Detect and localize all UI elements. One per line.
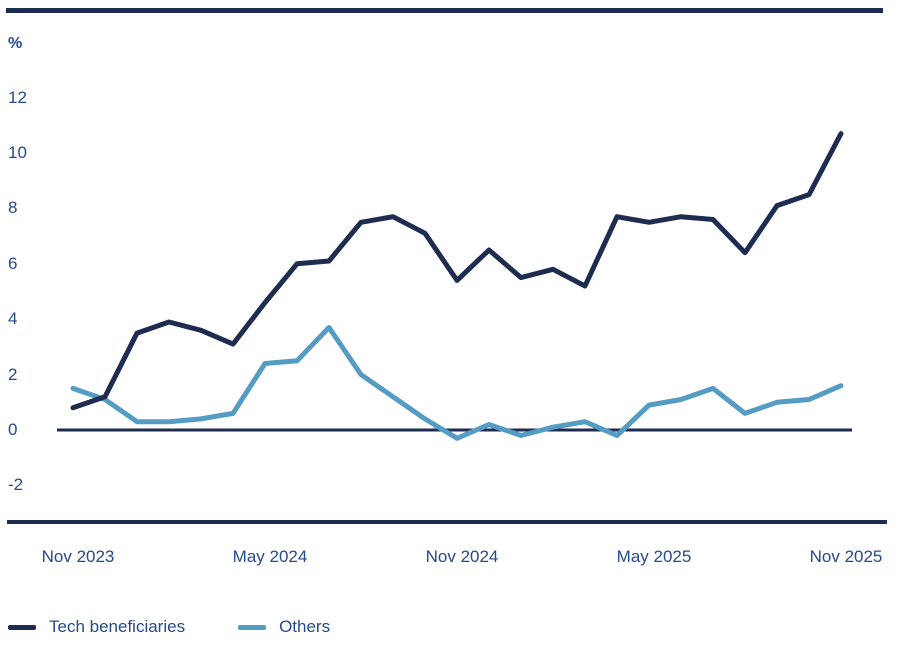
legend-label-tech-beneficiaries: Tech beneficiaries	[49, 617, 186, 636]
x-tick-label: May 2025	[616, 547, 692, 566]
y-tick-label: 8	[8, 198, 18, 218]
series-line-others	[70, 325, 844, 441]
top-border-rule	[6, 8, 883, 13]
y-tick-label: 0	[8, 420, 18, 439]
x-tick-label: May 2024	[232, 547, 308, 566]
y-axis-unit-label: %	[8, 35, 23, 52]
y-tick-label: 10	[8, 143, 27, 162]
legend: Tech beneficiaries Others	[8, 617, 330, 637]
x-axis-rule	[7, 520, 887, 524]
legend-swatch-tech-beneficiaries	[8, 624, 36, 630]
y-tick-label: 12	[8, 87, 27, 107]
y-tick-label: -2	[8, 475, 24, 495]
y-tick-label: 2	[8, 364, 18, 384]
series-line-tech-beneficiaries	[70, 131, 844, 411]
y-tick-label: 4	[8, 309, 18, 329]
x-tick-label: Nov 2023	[41, 547, 115, 566]
x-tick-label: Nov 2025	[809, 547, 883, 566]
legend-label-others: Others	[279, 617, 331, 636]
y-tick-label: 6	[8, 253, 18, 273]
legend-swatch-others	[238, 624, 267, 630]
x-tick-label: Nov 2024	[425, 547, 499, 566]
